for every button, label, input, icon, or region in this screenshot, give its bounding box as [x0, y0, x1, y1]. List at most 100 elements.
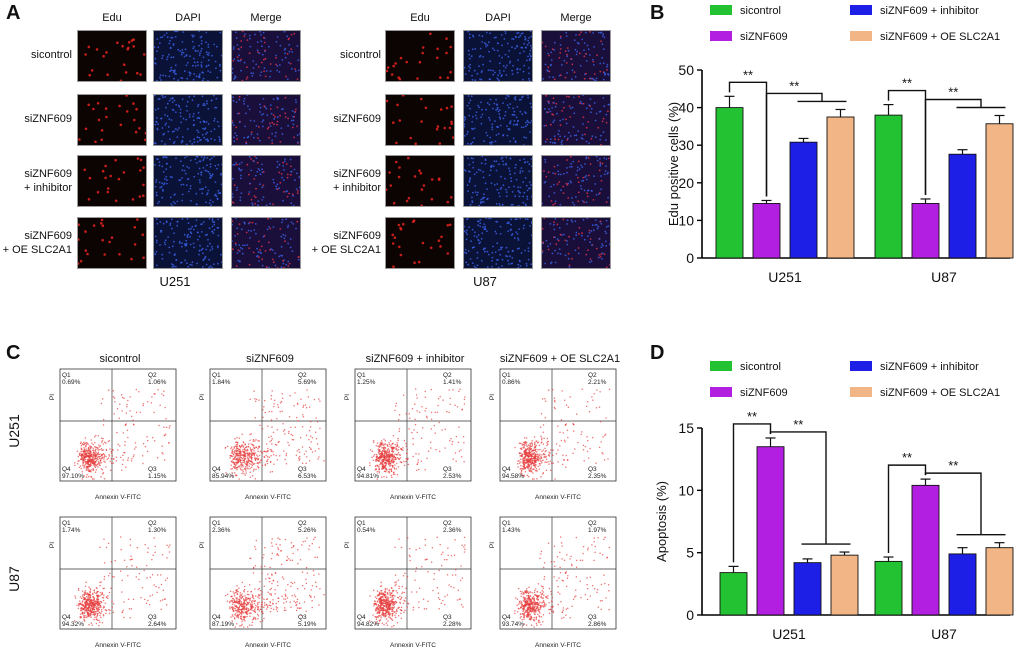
cell-dot	[256, 171, 259, 173]
cell-dot	[446, 252, 450, 255]
cell-dot	[171, 227, 173, 230]
cell-dot	[119, 123, 123, 127]
event-dot	[73, 620, 76, 622]
cell-dot	[525, 121, 527, 124]
event-dot	[275, 608, 278, 611]
bar	[874, 114, 903, 259]
event-dot	[115, 456, 118, 459]
event-dot	[415, 394, 418, 396]
row-label-line2: + OE SLC2A1	[311, 244, 381, 256]
cell-dot	[134, 130, 138, 134]
event-dot	[262, 416, 264, 419]
event-dot	[529, 447, 531, 450]
cell-dot	[262, 235, 265, 238]
cell-dot	[262, 31, 265, 34]
cell-dot	[235, 134, 238, 137]
cell-dot	[254, 33, 256, 36]
event-dot	[230, 446, 233, 448]
event-dot	[97, 604, 100, 607]
event-dot	[85, 448, 88, 450]
event-dot	[253, 447, 256, 450]
cell-dot	[557, 173, 560, 176]
column-header: Edu	[102, 12, 122, 24]
cell-dot	[155, 191, 158, 194]
event-dot	[236, 436, 238, 439]
cell-dot	[482, 63, 484, 66]
event-dot	[438, 450, 441, 453]
cell-dot	[488, 116, 490, 119]
cell-dot	[593, 79, 596, 81]
event-dot	[520, 464, 522, 467]
cell-dot	[497, 133, 500, 135]
cell-dot	[138, 127, 141, 130]
event-dot	[388, 449, 391, 451]
cell-dot	[580, 31, 582, 33]
cell-dot	[473, 173, 476, 176]
cell-dot	[192, 228, 195, 231]
cell-dot	[238, 250, 241, 253]
event-dot	[230, 447, 232, 450]
cell-dot	[170, 218, 173, 221]
row-label-line2: + inhibitor	[332, 182, 381, 194]
event-dot	[116, 431, 118, 434]
event-dot	[392, 465, 394, 468]
cell-dot	[486, 198, 488, 201]
cell-dot	[187, 178, 190, 180]
event-dot	[90, 610, 92, 612]
cell-dot	[526, 59, 528, 62]
cell-dot	[279, 64, 281, 66]
event-dot	[90, 462, 92, 464]
event-dot	[89, 452, 91, 455]
cell-dot	[597, 126, 600, 129]
q2-name: Q2	[443, 372, 452, 379]
cell-dot	[256, 133, 259, 136]
event-dot	[154, 551, 156, 553]
cell-dot	[286, 78, 289, 80]
cell-dot	[405, 60, 408, 64]
cell-dot	[207, 170, 210, 173]
cell-dot	[206, 138, 209, 141]
cell-dot	[585, 253, 588, 256]
event-dot	[430, 418, 433, 421]
event-dot	[242, 471, 244, 473]
cell-dot	[248, 247, 251, 249]
event-dot	[233, 472, 236, 474]
event-dot	[279, 410, 281, 413]
cell-dot	[154, 123, 157, 126]
cell-dot	[547, 245, 549, 248]
q2-value: 1.06%	[148, 379, 167, 386]
cell-dot	[466, 233, 468, 236]
cell-dot	[270, 112, 273, 115]
row-label-line1: siZNF609	[333, 168, 381, 180]
cell-dot	[599, 164, 602, 167]
cell-dot	[520, 32, 523, 35]
dapi-image	[153, 94, 223, 146]
cell-dot	[166, 115, 169, 118]
cell-dot	[439, 245, 442, 248]
cell-dot	[477, 234, 480, 236]
cell-dot	[566, 243, 569, 246]
cell-dot	[220, 183, 223, 186]
cell-dot	[494, 71, 496, 74]
cell-dot	[508, 263, 510, 265]
cell-dot	[159, 42, 161, 45]
event-dot	[157, 389, 159, 391]
event-dot	[541, 450, 543, 453]
event-dot	[267, 450, 269, 452]
cell-dot	[493, 184, 496, 186]
cell-dot	[498, 192, 500, 194]
event-dot	[100, 594, 103, 596]
event-dot	[378, 472, 381, 474]
cell-dot	[600, 253, 602, 256]
cell-dot	[559, 233, 562, 236]
cell-dot	[501, 246, 503, 249]
event-dot	[301, 426, 304, 428]
cell-dot	[495, 169, 498, 172]
cell-dot	[517, 59, 519, 61]
q4-value: 94.58%	[502, 473, 524, 480]
cell-dot	[142, 194, 145, 197]
cell-dot	[197, 116, 200, 119]
cell-dot	[484, 43, 487, 46]
cell-dot	[278, 163, 281, 166]
cell-dot	[564, 239, 567, 242]
